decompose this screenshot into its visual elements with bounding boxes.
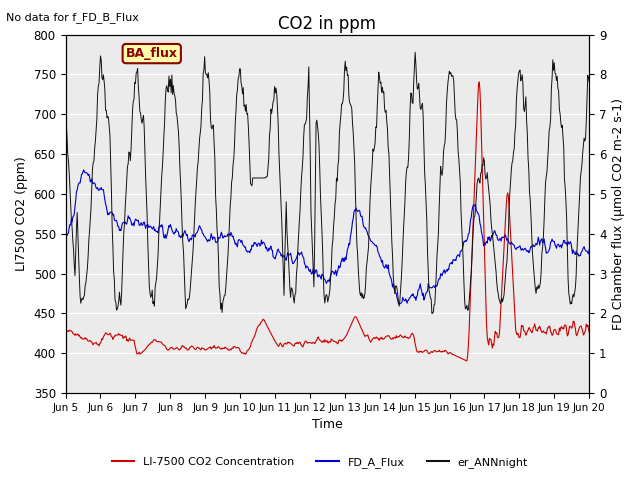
Title: CO2 in ppm: CO2 in ppm xyxy=(278,15,376,33)
Legend: LI-7500 CO2 Concentration, FD_A_Flux, er_ANNnight: LI-7500 CO2 Concentration, FD_A_Flux, er… xyxy=(108,452,532,472)
Text: BA_flux: BA_flux xyxy=(125,47,178,60)
Y-axis label: FD Chamber flux (μmol CO2 m-2 s-1): FD Chamber flux (μmol CO2 m-2 s-1) xyxy=(612,98,625,330)
Y-axis label: LI7500 CO2 (ppm): LI7500 CO2 (ppm) xyxy=(15,156,28,271)
Text: No data for f_FD_B_Flux: No data for f_FD_B_Flux xyxy=(6,12,140,23)
X-axis label: Time: Time xyxy=(312,419,343,432)
